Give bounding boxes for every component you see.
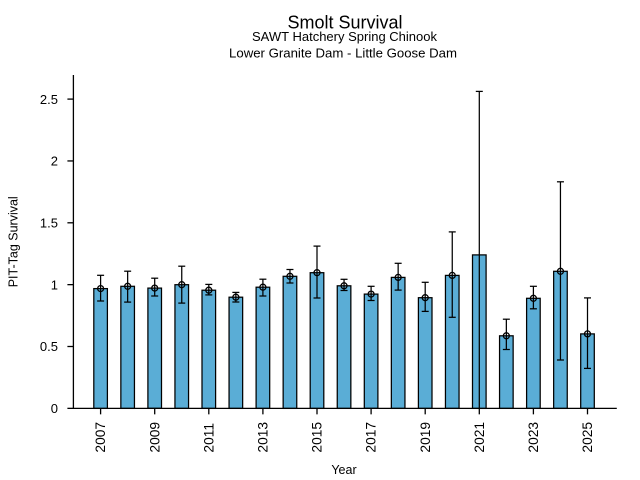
svg-text:2.5: 2.5 <box>40 92 58 107</box>
svg-text:2: 2 <box>51 154 58 169</box>
svg-text:2019: 2019 <box>418 422 433 453</box>
svg-text:2023: 2023 <box>526 422 541 453</box>
svg-text:2007: 2007 <box>93 422 108 453</box>
svg-text:2017: 2017 <box>364 422 379 453</box>
svg-text:2021: 2021 <box>472 422 487 453</box>
svg-text:2013: 2013 <box>256 422 271 453</box>
svg-text:PIT-Tag Survival: PIT-Tag Survival <box>7 196 21 287</box>
svg-text:2015: 2015 <box>310 422 325 453</box>
svg-text:0.5: 0.5 <box>40 339 58 354</box>
svg-text:2025: 2025 <box>580 422 595 453</box>
svg-text:1.5: 1.5 <box>40 215 58 230</box>
svg-text:Smolt Survival: Smolt Survival <box>287 12 402 32</box>
svg-text:2011: 2011 <box>201 423 216 453</box>
svg-text:2009: 2009 <box>147 422 162 453</box>
svg-text:1: 1 <box>51 277 58 292</box>
svg-text:Year: Year <box>331 463 356 477</box>
svg-text:0: 0 <box>51 401 58 416</box>
svg-text:Lower Granite Dam - Little Goo: Lower Granite Dam - Little Goose Dam <box>229 45 457 60</box>
svg-text:SAWT Hatchery Spring Chinook: SAWT Hatchery Spring Chinook <box>252 29 437 44</box>
